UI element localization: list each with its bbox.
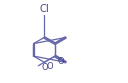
Text: O: O (46, 62, 53, 71)
Text: Cl: Cl (39, 4, 49, 14)
Text: O: O (58, 57, 64, 66)
Text: O: O (41, 63, 48, 72)
